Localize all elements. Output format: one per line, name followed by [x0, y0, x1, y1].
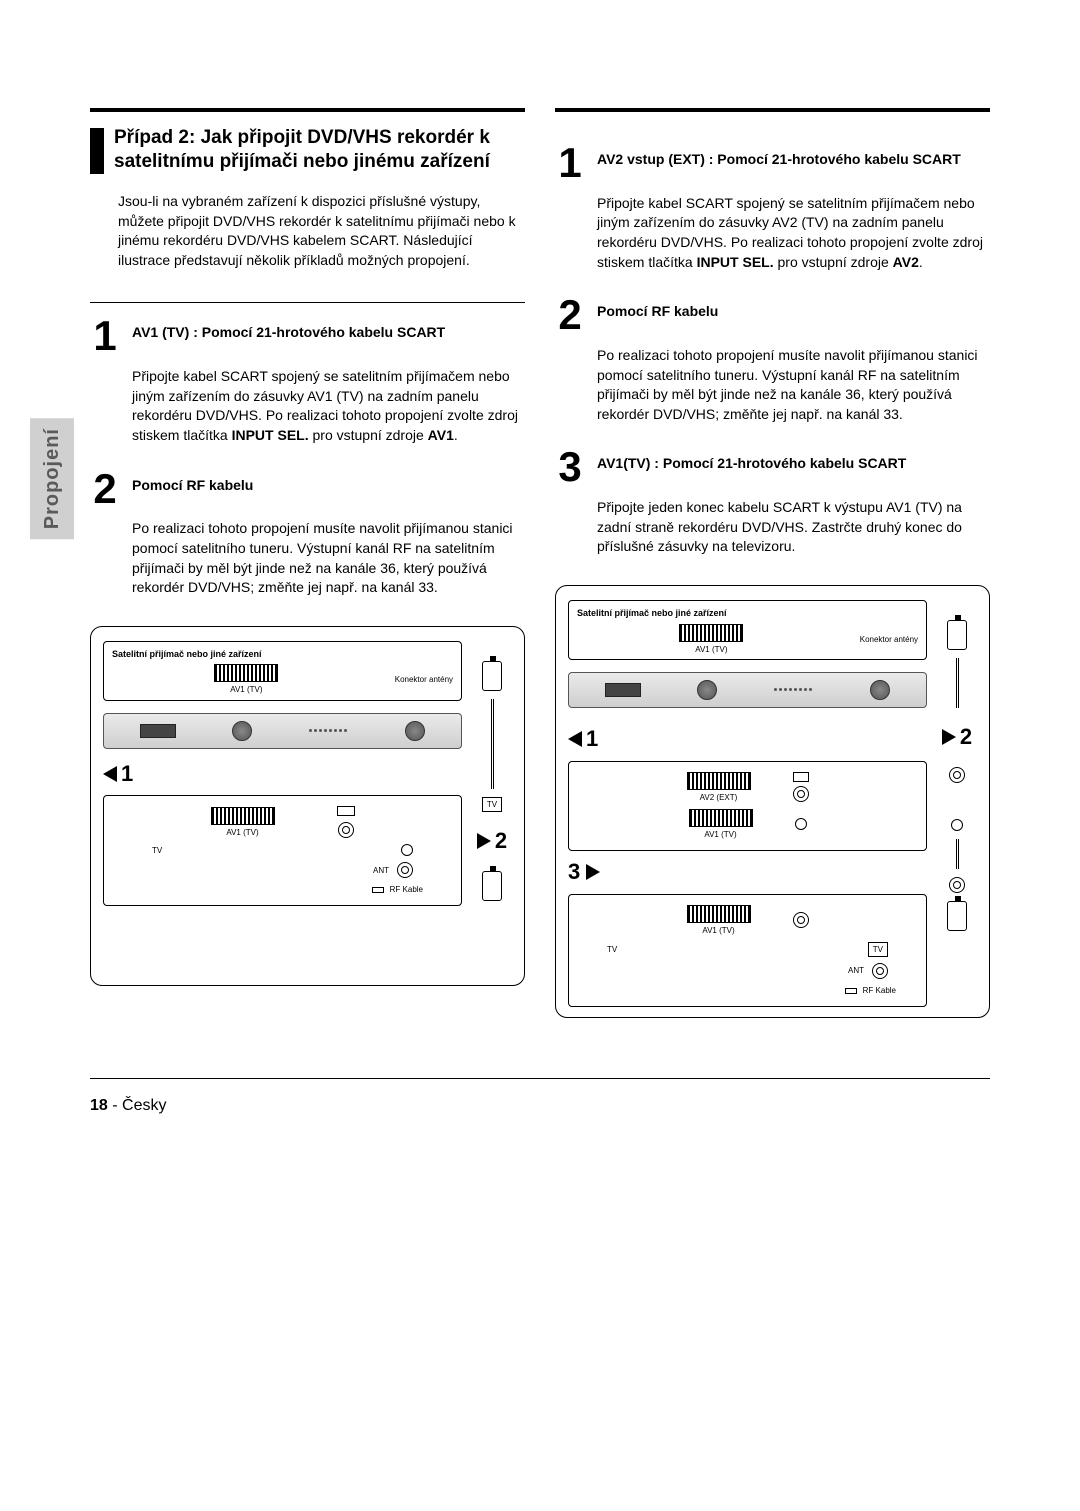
rule-thin-left-1: [90, 302, 525, 303]
heading-marker: [90, 128, 104, 174]
step-number: 1: [555, 144, 585, 182]
rf-connector-icon: [947, 901, 967, 931]
rf-connector-icon: [482, 871, 502, 901]
step-number: 2: [555, 296, 585, 334]
rear-panel: AV1 (TV) TV: [103, 795, 462, 906]
page-language: Česky: [122, 1097, 166, 1114]
section-heading-left: Případ 2: Jak připojit DVD/VHS rekordér …: [114, 126, 525, 174]
rf-connector-icon: [482, 661, 502, 691]
step1-body-right: Připojte kabel SCART spojený se satelitn…: [597, 194, 990, 272]
port-icon: [949, 767, 965, 783]
rule-top-left: [90, 108, 525, 112]
step3-title-right: AV1(TV) : Pomocí 21-hrotového kabelu SCA…: [597, 448, 906, 474]
scart-port-icon: [687, 772, 751, 790]
port-icon: [949, 877, 965, 893]
connection-diagram-left: Satelitní přijímač nebo jiné zařízení AV…: [90, 626, 525, 986]
scart-port-icon: [689, 809, 753, 827]
step3-body-right: Připojte jeden konec kabelu SCART k výst…: [597, 498, 990, 557]
step2-body-left: Po realizaci tohoto propojení musíte nav…: [132, 519, 525, 597]
connection-diagram-right: Satelitní přijímač nebo jiné zařízení AV…: [555, 585, 990, 1018]
step-number: 3: [555, 448, 585, 486]
sat-receiver-box: Satelitní přijímač nebo jiné zařízení AV…: [568, 600, 927, 660]
antenna-label: Konektor antény: [395, 674, 453, 685]
column-right: 1 AV2 vstup (EXT) : Pomocí 21-hrotového …: [555, 108, 990, 1018]
rear-panel-lower: AV1 (TV) TV TV ANT: [568, 894, 927, 1008]
intro-text-left: Jsou-li na vybraném zařízení k dispozici…: [118, 192, 525, 270]
tv-icon: TV: [482, 797, 502, 812]
step2-title-left: Pomocí RF kabelu: [132, 470, 253, 496]
rule-top-right: [555, 108, 990, 112]
diagram-arrow-2: 2: [477, 826, 507, 857]
step2-body-right: Po realizaci tohoto propojení musíte nav…: [597, 346, 990, 424]
step-number: 2: [90, 470, 120, 508]
scart-port-icon: [211, 807, 275, 825]
step2-title-right: Pomocí RF kabelu: [597, 296, 718, 322]
rear-panel-upper: AV2 (EXT): [568, 761, 927, 851]
sat-receiver-box: Satelitní přijímač nebo jiné zařízení AV…: [103, 641, 462, 701]
diagram-arrow-1: 1: [103, 759, 462, 790]
scart-port-icon: [214, 664, 278, 682]
page-number: 18: [90, 1097, 108, 1114]
step-number: 1: [90, 317, 120, 355]
diagram-arrow-3: 3: [568, 857, 580, 888]
scart-port-icon: [679, 624, 743, 642]
port-icon: [951, 819, 963, 831]
page-footer: 18 - Česky: [90, 1078, 990, 1117]
diagram-arrow-2: 2: [942, 722, 972, 753]
step1-title-right: AV2 vstup (EXT) : Pomocí 21-hrotového ka…: [597, 144, 961, 170]
antenna-label: Konektor antény: [860, 634, 918, 645]
step1-body-left: Připojte kabel SCART spojený se satelitn…: [132, 367, 525, 445]
chapter-side-tab: Propojení: [30, 418, 74, 539]
dvd-vhs-recorder-icon: [103, 713, 462, 749]
scart-port-icon: [687, 905, 751, 923]
rf-connector-icon: [947, 620, 967, 650]
column-left: Případ 2: Jak připojit DVD/VHS rekordér …: [90, 108, 525, 1018]
diagram-arrow-1: 1: [568, 724, 598, 755]
dvd-vhs-recorder-icon: [568, 672, 927, 708]
step1-title-left: AV1 (TV) : Pomocí 21-hrotového kabelu SC…: [132, 317, 445, 343]
